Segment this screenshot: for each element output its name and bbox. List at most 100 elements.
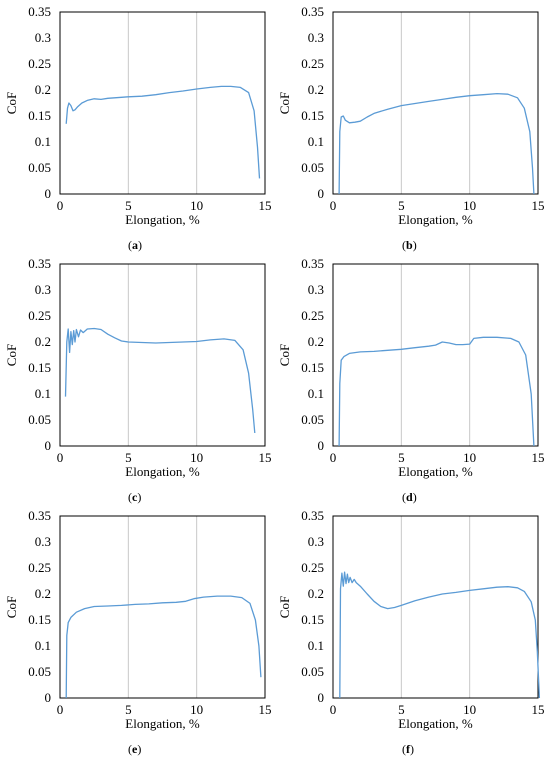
y-axis-label-c: CoF [4,344,19,366]
series-line-c [64,327,256,434]
x-axis-label-b: Elongation, % [398,212,473,227]
xtick-label-b-2: 10 [463,198,476,213]
ytick-label-b-0: 0 [318,186,325,201]
ytick-label-a-7: 0.35 [28,4,51,19]
ytick-label-b-1: 0.05 [301,160,324,175]
x-axis-label-d: Elongation, % [398,464,473,479]
chart-panel-e: 0 0.05 0.1 0.15 0.2 0.25 0.3 0.35 0 5 10 15 Elongati… [4,508,272,731]
chart-panel-b: 0 0.05 0.1 0.15 0.2 0.25 0.3 0.35 0 5 10 15 Elongati… [277,4,545,227]
chart-panel-d: 0 0.05 0.1 0.15 0.2 0.25 0.3 0.35 0 5 10 15 Elongati… [277,256,545,479]
ytick-label-d-6: 0.3 [308,282,324,297]
xtick-label-d-3: 15 [532,450,545,465]
xtick-label-b-1: 5 [398,198,405,213]
ytick-label-c-4: 0.2 [35,334,51,349]
ytick-label-e-4: 0.2 [35,586,51,601]
xtick-label-f-3: 15 [532,702,545,717]
xtick-label-c-3: 15 [259,450,272,465]
ytick-label-c-2: 0.1 [35,386,51,401]
plot-frame-f [332,515,539,699]
chart-panel-a: 0 0.05 0.1 0.15 0.2 0.25 0.3 0.35 0 5 10 15 Elongati… [4,4,272,227]
x-axis-label-f: Elongation, % [398,716,473,731]
panel-label-e: (e) [128,742,142,756]
ytick-label-e-5: 0.25 [28,560,51,575]
ytick-label-a-0: 0 [45,186,52,201]
ytick-label-d-4: 0.2 [308,334,324,349]
ytick-label-a-4: 0.2 [35,82,51,97]
panel-label-d: (d) [402,490,417,504]
ytick-label-c-0: 0 [45,438,52,453]
ytick-label-e-0: 0 [45,690,52,705]
xtick-label-c-2: 10 [190,450,203,465]
ytick-label-f-2: 0.1 [308,638,324,653]
ytick-label-b-5: 0.25 [301,56,324,71]
plot-frame-b [332,11,539,195]
ytick-label-d-5: 0.25 [301,308,324,323]
plot-frame-d [332,263,539,447]
ytick-label-b-3: 0.15 [301,108,324,123]
xtick-label-d-2: 10 [463,450,476,465]
ytick-label-b-2: 0.1 [308,134,324,149]
xtick-label-a-0: 0 [57,198,64,213]
xtick-label-e-0: 0 [57,702,64,717]
plot-frame-c [59,263,266,447]
ytick-label-a-3: 0.15 [28,108,51,123]
chart-panel-c: 0 0.05 0.1 0.15 0.2 0.25 0.3 0.35 0 5 10 15 Elongati… [4,256,272,479]
xtick-label-c-1: 5 [125,450,132,465]
xtick-label-f-2: 10 [463,702,476,717]
ytick-label-f-7: 0.35 [301,508,324,523]
ytick-label-b-6: 0.3 [308,30,324,45]
xtick-label-d-1: 5 [398,450,405,465]
ytick-label-c-1: 0.05 [28,412,51,427]
ytick-label-b-4: 0.2 [308,82,324,97]
xtick-label-f-0: 0 [330,702,337,717]
ytick-label-d-3: 0.15 [301,360,324,375]
ytick-label-f-1: 0.05 [301,664,324,679]
ytick-label-f-3: 0.15 [301,612,324,627]
ytick-label-d-1: 0.05 [301,412,324,427]
ytick-label-e-7: 0.35 [28,508,51,523]
chart-panel-f: 0 0.05 0.1 0.15 0.2 0.25 0.3 0.35 0 5 10 15 Elongati… [277,508,545,731]
ytick-label-e-3: 0.15 [28,612,51,627]
ytick-label-c-5: 0.25 [28,308,51,323]
series-line-a [65,85,261,179]
xtick-label-e-1: 5 [125,702,132,717]
xtick-label-c-0: 0 [57,450,64,465]
ytick-label-d-0: 0 [318,438,325,453]
ytick-label-a-5: 0.25 [28,56,51,71]
ytick-label-d-7: 0.35 [301,256,324,271]
ytick-label-a-1: 0.05 [28,160,51,175]
ytick-label-e-1: 0.05 [28,664,51,679]
ytick-label-f-4: 0.2 [308,586,324,601]
xtick-label-b-3: 15 [532,198,545,213]
x-axis-label-c: Elongation, % [125,464,200,479]
panel-label-a: (a) [128,238,142,252]
xtick-label-a-1: 5 [125,198,132,213]
series-line-d [338,336,535,447]
xtick-label-d-0: 0 [330,450,337,465]
xtick-label-b-0: 0 [330,198,337,213]
ytick-label-b-7: 0.35 [301,4,324,19]
plot-frame-e [59,515,266,699]
x-axis-label-e: Elongation, % [125,716,200,731]
xtick-label-e-2: 10 [190,702,203,717]
xtick-label-a-2: 10 [190,198,203,213]
ytick-label-f-5: 0.25 [301,560,324,575]
panel-label-c: (c) [128,490,142,504]
xtick-label-e-3: 15 [259,702,272,717]
x-axis-label-a: Elongation, % [125,212,200,227]
panel-label-b: (b) [402,238,417,252]
y-axis-label-a: CoF [4,92,19,114]
ytick-label-f-6: 0.3 [308,534,324,549]
ytick-label-c-6: 0.3 [35,282,51,297]
xtick-label-f-1: 5 [398,702,405,717]
y-axis-label-e: CoF [4,596,19,618]
ytick-label-e-2: 0.1 [35,638,51,653]
ytick-label-d-2: 0.1 [308,386,324,401]
y-axis-label-d: CoF [277,344,292,366]
ytick-label-e-6: 0.3 [35,534,51,549]
y-axis-label-b: CoF [277,92,292,114]
panel-label-f: (f) [402,742,414,756]
series-line-e [65,595,262,699]
xtick-label-a-3: 15 [259,198,272,213]
